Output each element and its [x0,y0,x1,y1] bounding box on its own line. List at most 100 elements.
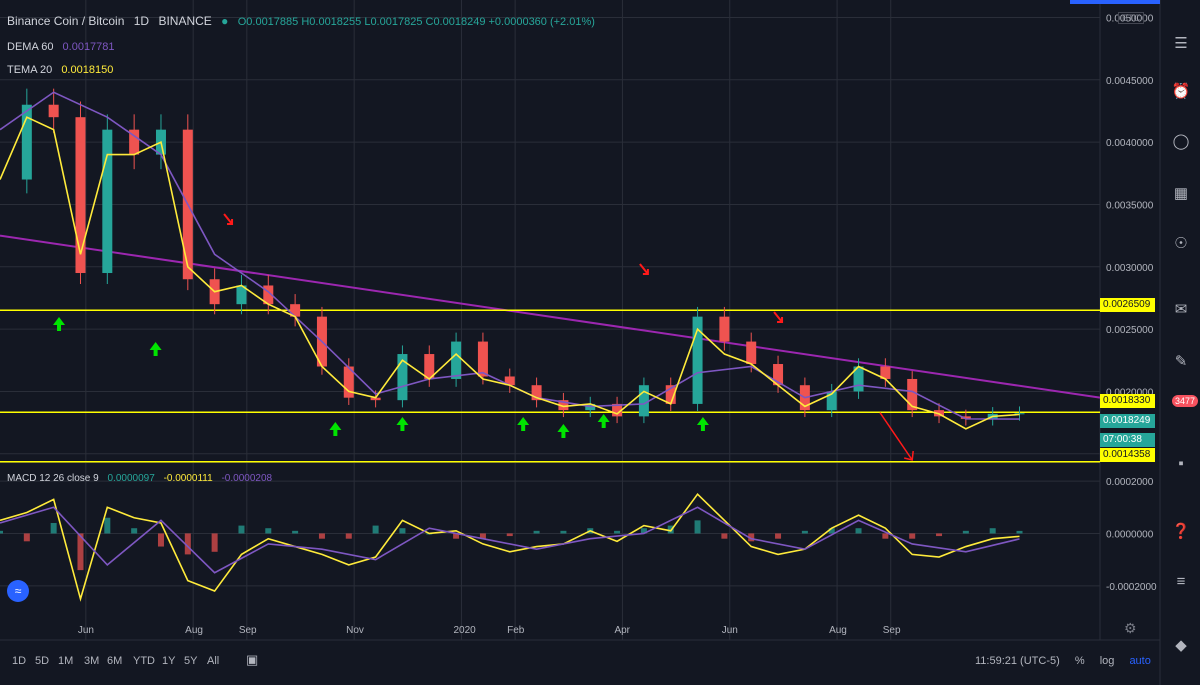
candle-body [746,341,757,365]
hotlist-icon[interactable]: ▪ [1178,454,1184,472]
candle-body [773,364,784,386]
macd-histogram-bar [104,517,111,534]
footer-right: 11:59:21 (UTC-5) % log auto [975,655,1151,667]
dema-value: 0.0017781 [62,41,115,53]
tradingview-logo[interactable]: ≈ [7,580,29,602]
timeframe-1m[interactable]: 1M [58,655,74,667]
messages-icon[interactable]: ✎ [1174,353,1188,370]
x-tick-label: Aug [829,625,847,636]
macd-y-tick-label: -0.0002000 [1106,582,1157,593]
tema-label: TEMA 20 [7,64,53,76]
clock: 11:59:21 (UTC-5) [975,655,1060,667]
down-arrow-icon [639,263,649,275]
timeframe-ytd[interactable]: YTD [133,655,155,667]
notification-badge[interactable]: 3477 [1172,395,1199,407]
y-tick-label: 0.0050000 [1106,13,1154,24]
x-tick-label: Nov [346,625,364,636]
macd-histogram-bar [131,528,138,534]
macd-histogram-bar [479,533,486,539]
candle-body [236,285,247,305]
settings-gear-icon[interactable]: ⚙ [1124,620,1137,636]
candle-body [960,416,971,419]
macd-histogram-bar [694,520,701,534]
candle-body [451,341,462,379]
macd-histogram-bar [372,525,379,534]
ideas-icon[interactable]: ☉ [1174,235,1188,252]
macd-signal-line [0,506,1020,574]
macd-histogram-bar [775,533,782,539]
auto-toggle[interactable]: auto [1129,655,1151,667]
symbol-name[interactable]: Binance Coin / Bitcoin [7,14,125,28]
timeframe-1y[interactable]: 1Y [162,655,176,667]
x-tick-label: 2020 [453,625,476,636]
x-tick-label: Sep [883,625,901,636]
help-icon[interactable]: ❓ [1171,523,1191,540]
up-arrow-icon [149,342,162,356]
menu-accent-bar [1070,0,1160,4]
candle-body [477,341,488,377]
macd-histogram-bar [318,533,325,539]
legend-dema[interactable]: DEMA 60 0.0017781 [7,41,121,53]
timeframe-5d[interactable]: 5D [35,655,50,667]
calendar-icon[interactable]: ▣ [246,652,259,667]
macd-histogram-bar [1016,530,1023,534]
macd-histogram-bar [184,533,191,555]
candle-body [48,104,59,118]
macd-signal-value: -0.0000208 [221,473,273,484]
macd-histogram-bar [50,522,57,534]
legend-tema[interactable]: TEMA 20 0.0018150 [7,64,119,76]
timeframe-1d[interactable]: 1D [12,655,27,667]
macd-hist-value: 0.0000097 [107,473,155,484]
exchange: BINANCE [158,14,212,28]
candle-body [1014,413,1025,415]
interval[interactable]: 1D [133,14,150,28]
tema-line [0,116,1020,430]
up-arrow-icon [53,317,66,331]
support-price-tag: 0.0018330 [1100,394,1155,408]
candle-body [370,397,381,401]
macd-y-tick-label: 0.0002000 [1106,477,1154,488]
resistance-price-tag: 0.0026509 [1100,298,1155,312]
up-arrow-icon [396,417,409,431]
chat-icon[interactable]: ✉ [1174,301,1188,318]
up-arrow-icon [557,424,570,438]
macd-histogram-bar [157,533,164,547]
macd-histogram-bar [399,528,406,534]
projection-arrow-head [904,450,914,461]
timeframe-6m[interactable]: 6M [107,655,123,667]
candle-body [102,129,113,274]
candle-body [853,366,864,392]
macd-histogram-bar [506,533,513,537]
layers-icon[interactable]: ◆ [1175,637,1187,654]
macd-histogram-bar [560,530,567,534]
alerts-icon[interactable]: ⏰ [1171,83,1191,100]
macd-histogram-bar [533,530,540,534]
candle-body [343,366,354,398]
macd-histogram-bar [962,530,969,534]
up-arrow-icon [696,417,709,431]
timeframe-3m[interactable]: 3M [84,655,100,667]
macd-histogram-bar [265,528,272,534]
watchlist-icon[interactable]: ☰ [1174,35,1188,52]
up-arrow-icon [517,417,530,431]
legend-macd[interactable]: MACD 12 26 close 9 0.0000097 -0.0000111 … [7,473,278,484]
macd-histogram-bar [238,525,245,534]
list-icon[interactable]: ≡ [1176,572,1186,590]
timeframe-all[interactable]: All [207,655,220,667]
up-arrow-icon [329,422,342,436]
candle-body [558,400,569,411]
candle-body [638,385,649,417]
up-arrow-icon [597,414,610,428]
data-window-icon[interactable]: ◯ [1172,133,1190,150]
calendar-panel-icon[interactable]: ▦ [1173,185,1189,202]
y-tick-label: 0.0045000 [1106,76,1154,87]
log-toggle[interactable]: log [1099,655,1115,667]
macd-histogram-bar [909,533,916,539]
macd-histogram-bar [211,533,218,552]
timeframe-5y[interactable]: 5Y [184,655,198,667]
x-tick-label: Jun [78,625,94,636]
percent-toggle[interactable]: % [1074,655,1085,667]
macd-histogram-bar [748,533,755,542]
macd-histogram-bar [614,530,621,534]
